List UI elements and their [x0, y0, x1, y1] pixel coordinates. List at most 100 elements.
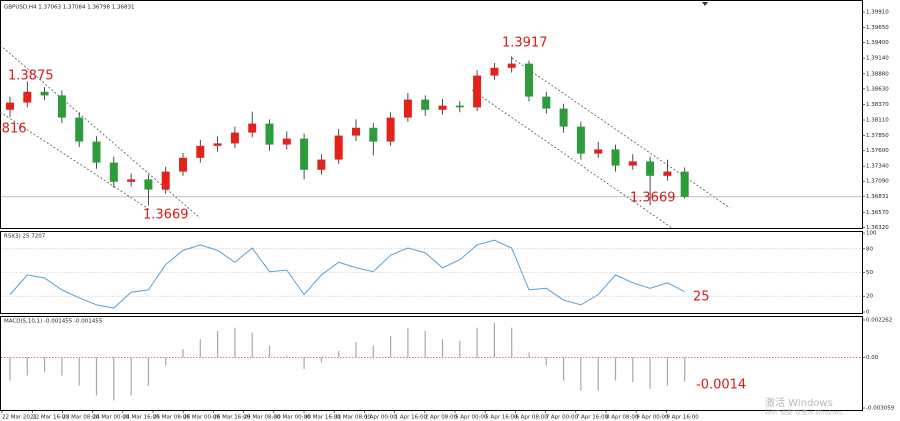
annotation: 1.3669 [630, 191, 676, 206]
y-tick-label: 20 [866, 294, 873, 300]
x-tick-label: 22 Mar 2021 [2, 415, 37, 421]
candle-body [6, 102, 14, 110]
candle-body [542, 96, 551, 109]
candle-body [473, 75, 482, 108]
price-frame [0, 0, 863, 229]
candle-body [265, 123, 274, 145]
y-tick-label: 1.36320 [866, 225, 889, 231]
y-tick-label: 0.00 [866, 355, 879, 361]
candle-body [127, 179, 136, 182]
annotation: 1.3917 [502, 36, 548, 51]
annotation: -0.0014 [696, 378, 746, 393]
candle-body [92, 141, 101, 163]
candle-body [75, 117, 84, 142]
y-tick-label: 1.37090 [866, 179, 889, 185]
candle-body [611, 149, 620, 166]
y-tick-label: 0 [866, 310, 870, 316]
candle-body [490, 67, 499, 76]
candle-body [144, 179, 153, 190]
candle-body [161, 171, 170, 190]
candle-body [317, 159, 326, 170]
candle-body [179, 157, 187, 172]
candle-body [40, 91, 49, 96]
candle-body [248, 123, 257, 133]
candle-body [628, 161, 637, 166]
x-tick-label: 2 Apr 08:00 [425, 415, 458, 421]
y-tick-label: 1.39910 [866, 10, 889, 16]
trend-line [511, 57, 731, 209]
shift-marker [702, 2, 708, 6]
x-tick-label: 1 Apr 00:00 [364, 415, 397, 421]
x-tick-label: 22 Mar 16:00 [32, 415, 69, 421]
rsi-line [9, 239, 685, 309]
macd-frame [0, 316, 863, 411]
trend-line [471, 89, 673, 229]
candle-body [300, 138, 309, 170]
annotation: 1.3875 [8, 69, 54, 84]
x-tick-label: 29 Mar 08:00 [244, 415, 281, 421]
annotation: 1.3669 [143, 208, 189, 223]
y-tick-label: 0.002262 [866, 318, 892, 324]
candle-body [282, 138, 291, 145]
candle-body [507, 63, 516, 68]
y-tick-label: 1.37340 [866, 164, 889, 170]
rsi-title: RSI(3) 25.7207 [4, 234, 46, 240]
annotation: 1.3816 [0, 122, 27, 137]
x-tick-label: 26 Mar 16:00 [213, 415, 250, 421]
x-tick-label: 26 Mar 00:00 [183, 415, 220, 421]
x-tick-label: 9 Apr 00:00 [636, 415, 669, 421]
candle-body [57, 95, 66, 118]
x-tick-label: 30 Mar 16:00 [304, 415, 341, 421]
x-tick-label: 7 Apr 16:00 [576, 415, 609, 421]
candle-body [196, 145, 205, 158]
candle-body [352, 127, 360, 136]
macd-title: MACD(5,10,1) -0.001455 -0.001455 [4, 319, 103, 325]
candle-body [680, 171, 689, 197]
y-tick-label: 1.38880 [866, 71, 889, 77]
x-tick-label: 30 Mar 00:00 [274, 415, 311, 421]
candle-body [559, 108, 568, 127]
y-tick-label: 80 [866, 246, 873, 252]
x-tick-label: 1 Apr 16:00 [395, 415, 428, 421]
x-tick-label: 24 Mar 16:00 [123, 415, 160, 421]
candle-body [421, 99, 430, 110]
candle-body [403, 99, 412, 118]
price-title: GBPUSD,H4 1.37063 1.37084 1.36798 1.3683… [4, 5, 134, 11]
x-tick-label: 25 Mar 08:00 [153, 415, 190, 421]
watermark: 激活 Windows [765, 396, 833, 409]
y-tick-label: 1.38630 [866, 86, 889, 92]
y-tick-label: 1.38110 [866, 118, 889, 124]
x-tick-label: 8 Apr 08:00 [606, 415, 639, 421]
y-tick-label: 100 [866, 231, 877, 237]
watermark: 转到“设置”以激活 Windows。 [765, 409, 848, 417]
trend-line [0, 111, 151, 211]
annotation: 25 [693, 290, 710, 305]
y-tick-label: 50 [866, 270, 873, 276]
y-tick-label: 1.39650 [866, 25, 889, 31]
x-tick-label: 23 Mar 08:00 [62, 415, 99, 421]
candle-body [646, 161, 655, 176]
x-tick-label: 7 Apr 00:00 [546, 415, 579, 421]
candle-body [334, 135, 343, 160]
y-tick-label: 1.36570 [866, 210, 889, 216]
candle-body [369, 127, 378, 142]
candle-body [663, 171, 672, 176]
x-tick-label: 31 Mar 08:00 [334, 415, 371, 421]
y-tick-label: 1.37600 [866, 148, 889, 154]
x-tick-label: 6 Apr 08:00 [515, 415, 548, 421]
y-tick-label: 1.38370 [866, 102, 889, 108]
x-tick-label: 5 Apr 00:00 [455, 415, 488, 421]
candle-body [386, 117, 395, 142]
y-tick-label: 1.36831 [866, 194, 889, 200]
candle-body [213, 143, 222, 146]
candle-body [576, 126, 585, 154]
x-tick-label: 5 Apr 16:00 [485, 415, 518, 421]
x-tick-label: 9 Apr 16:00 [666, 415, 699, 421]
y-tick-label: -0.003059 [866, 406, 895, 412]
y-tick-label: 1.39400 [866, 40, 889, 46]
candle-body [23, 91, 32, 103]
candle-body [230, 132, 239, 144]
y-tick-label: 1.37850 [866, 133, 889, 139]
candle-body [525, 63, 533, 97]
